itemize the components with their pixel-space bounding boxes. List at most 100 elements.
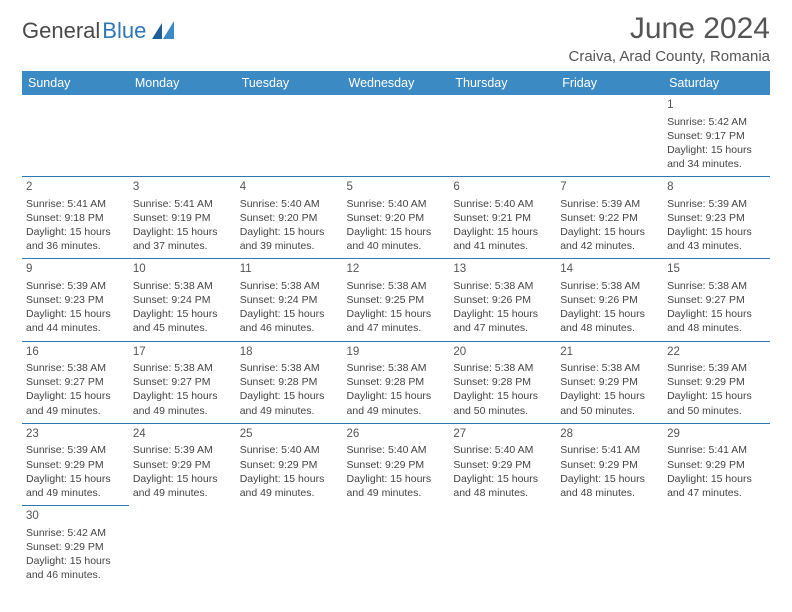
- sunset-text: Sunset: 9:20 PM: [347, 211, 446, 225]
- calendar-cell: [556, 95, 663, 177]
- sunrise-text: Sunrise: 5:38 AM: [453, 279, 552, 293]
- sunset-text: Sunset: 9:29 PM: [133, 458, 232, 472]
- sunset-text: Sunset: 9:29 PM: [453, 458, 552, 472]
- calendar-cell: 18Sunrise: 5:38 AMSunset: 9:28 PMDayligh…: [236, 341, 343, 423]
- weekday-header: Thursday: [449, 71, 556, 95]
- calendar-cell: 8Sunrise: 5:39 AMSunset: 9:23 PMDaylight…: [663, 177, 770, 259]
- daylight-text: Daylight: 15 hours and 44 minutes.: [26, 307, 125, 335]
- sunset-text: Sunset: 9:29 PM: [26, 458, 125, 472]
- sunset-text: Sunset: 9:29 PM: [240, 458, 339, 472]
- calendar-cell: 9Sunrise: 5:39 AMSunset: 9:23 PMDaylight…: [22, 259, 129, 341]
- logo-text-1: General: [22, 18, 100, 44]
- day-number: 15: [667, 262, 766, 278]
- daylight-text: Daylight: 15 hours and 43 minutes.: [667, 225, 766, 253]
- sunrise-text: Sunrise: 5:40 AM: [347, 197, 446, 211]
- sunset-text: Sunset: 9:28 PM: [240, 375, 339, 389]
- day-number: 5: [347, 180, 446, 196]
- daylight-text: Daylight: 15 hours and 49 minutes.: [347, 389, 446, 417]
- logo-icon: [152, 21, 178, 39]
- calendar-cell: 4Sunrise: 5:40 AMSunset: 9:20 PMDaylight…: [236, 177, 343, 259]
- sunrise-text: Sunrise: 5:39 AM: [26, 279, 125, 293]
- daylight-text: Daylight: 15 hours and 48 minutes.: [453, 472, 552, 500]
- month-title: June 2024: [569, 12, 770, 46]
- day-number: 24: [133, 427, 232, 443]
- day-number: 28: [560, 427, 659, 443]
- sunrise-text: Sunrise: 5:38 AM: [133, 279, 232, 293]
- calendar-cell: 28Sunrise: 5:41 AMSunset: 9:29 PMDayligh…: [556, 423, 663, 505]
- daylight-text: Daylight: 15 hours and 40 minutes.: [347, 225, 446, 253]
- calendar-cell: [449, 95, 556, 177]
- sunrise-text: Sunrise: 5:38 AM: [347, 361, 446, 375]
- calendar-head: SundayMondayTuesdayWednesdayThursdayFrid…: [22, 71, 770, 95]
- day-number: 21: [560, 345, 659, 361]
- day-number: 9: [26, 262, 125, 278]
- calendar-row: 23Sunrise: 5:39 AMSunset: 9:29 PMDayligh…: [22, 423, 770, 505]
- daylight-text: Daylight: 15 hours and 50 minutes.: [453, 389, 552, 417]
- calendar-cell: 23Sunrise: 5:39 AMSunset: 9:29 PMDayligh…: [22, 423, 129, 505]
- calendar-cell: [343, 95, 450, 177]
- calendar-cell: 13Sunrise: 5:38 AMSunset: 9:26 PMDayligh…: [449, 259, 556, 341]
- sunrise-text: Sunrise: 5:39 AM: [26, 443, 125, 457]
- calendar-row: 9Sunrise: 5:39 AMSunset: 9:23 PMDaylight…: [22, 259, 770, 341]
- calendar-cell: 17Sunrise: 5:38 AMSunset: 9:27 PMDayligh…: [129, 341, 236, 423]
- calendar-cell: 27Sunrise: 5:40 AMSunset: 9:29 PMDayligh…: [449, 423, 556, 505]
- sunrise-text: Sunrise: 5:40 AM: [240, 443, 339, 457]
- daylight-text: Daylight: 15 hours and 45 minutes.: [133, 307, 232, 335]
- sunset-text: Sunset: 9:27 PM: [667, 293, 766, 307]
- sunrise-text: Sunrise: 5:38 AM: [667, 279, 766, 293]
- sunset-text: Sunset: 9:22 PM: [560, 211, 659, 225]
- sunrise-text: Sunrise: 5:38 AM: [347, 279, 446, 293]
- daylight-text: Daylight: 15 hours and 36 minutes.: [26, 225, 125, 253]
- day-number: 3: [133, 180, 232, 196]
- calendar-cell: [663, 506, 770, 588]
- calendar-cell: [22, 95, 129, 177]
- calendar-cell: 16Sunrise: 5:38 AMSunset: 9:27 PMDayligh…: [22, 341, 129, 423]
- calendar-cell: [129, 95, 236, 177]
- calendar-cell: 12Sunrise: 5:38 AMSunset: 9:25 PMDayligh…: [343, 259, 450, 341]
- sunset-text: Sunset: 9:24 PM: [240, 293, 339, 307]
- calendar-row: 30Sunrise: 5:42 AMSunset: 9:29 PMDayligh…: [22, 506, 770, 588]
- sunset-text: Sunset: 9:29 PM: [347, 458, 446, 472]
- daylight-text: Daylight: 15 hours and 46 minutes.: [240, 307, 339, 335]
- sunrise-text: Sunrise: 5:38 AM: [240, 279, 339, 293]
- sunset-text: Sunset: 9:26 PM: [453, 293, 552, 307]
- day-number: 19: [347, 345, 446, 361]
- sunrise-text: Sunrise: 5:40 AM: [240, 197, 339, 211]
- day-number: 1: [667, 98, 766, 114]
- sunrise-text: Sunrise: 5:42 AM: [667, 115, 766, 129]
- sunset-text: Sunset: 9:27 PM: [26, 375, 125, 389]
- daylight-text: Daylight: 15 hours and 49 minutes.: [133, 389, 232, 417]
- calendar-cell: 20Sunrise: 5:38 AMSunset: 9:28 PMDayligh…: [449, 341, 556, 423]
- day-number: 23: [26, 427, 125, 443]
- calendar-cell: 14Sunrise: 5:38 AMSunset: 9:26 PMDayligh…: [556, 259, 663, 341]
- sunset-text: Sunset: 9:29 PM: [26, 540, 125, 554]
- day-number: 4: [240, 180, 339, 196]
- calendar-cell: 6Sunrise: 5:40 AMSunset: 9:21 PMDaylight…: [449, 177, 556, 259]
- sunset-text: Sunset: 9:29 PM: [560, 458, 659, 472]
- sunrise-text: Sunrise: 5:38 AM: [26, 361, 125, 375]
- daylight-text: Daylight: 15 hours and 47 minutes.: [347, 307, 446, 335]
- sunrise-text: Sunrise: 5:39 AM: [667, 197, 766, 211]
- weekday-header: Tuesday: [236, 71, 343, 95]
- calendar-cell: 5Sunrise: 5:40 AMSunset: 9:20 PMDaylight…: [343, 177, 450, 259]
- daylight-text: Daylight: 15 hours and 47 minutes.: [667, 472, 766, 500]
- weekday-header: Saturday: [663, 71, 770, 95]
- sunset-text: Sunset: 9:19 PM: [133, 211, 232, 225]
- daylight-text: Daylight: 15 hours and 49 minutes.: [133, 472, 232, 500]
- daylight-text: Daylight: 15 hours and 48 minutes.: [560, 307, 659, 335]
- sunrise-text: Sunrise: 5:39 AM: [667, 361, 766, 375]
- daylight-text: Daylight: 15 hours and 49 minutes.: [26, 472, 125, 500]
- sunset-text: Sunset: 9:20 PM: [240, 211, 339, 225]
- sunset-text: Sunset: 9:17 PM: [667, 129, 766, 143]
- weekday-header: Friday: [556, 71, 663, 95]
- calendar-cell: 7Sunrise: 5:39 AMSunset: 9:22 PMDaylight…: [556, 177, 663, 259]
- daylight-text: Daylight: 15 hours and 49 minutes.: [347, 472, 446, 500]
- sunrise-text: Sunrise: 5:39 AM: [133, 443, 232, 457]
- sunset-text: Sunset: 9:24 PM: [133, 293, 232, 307]
- sunrise-text: Sunrise: 5:41 AM: [133, 197, 232, 211]
- title-block: June 2024 Craiva, Arad County, Romania: [569, 12, 770, 65]
- sunset-text: Sunset: 9:23 PM: [26, 293, 125, 307]
- calendar-table: SundayMondayTuesdayWednesdayThursdayFrid…: [22, 71, 770, 587]
- day-number: 25: [240, 427, 339, 443]
- calendar-row: 16Sunrise: 5:38 AMSunset: 9:27 PMDayligh…: [22, 341, 770, 423]
